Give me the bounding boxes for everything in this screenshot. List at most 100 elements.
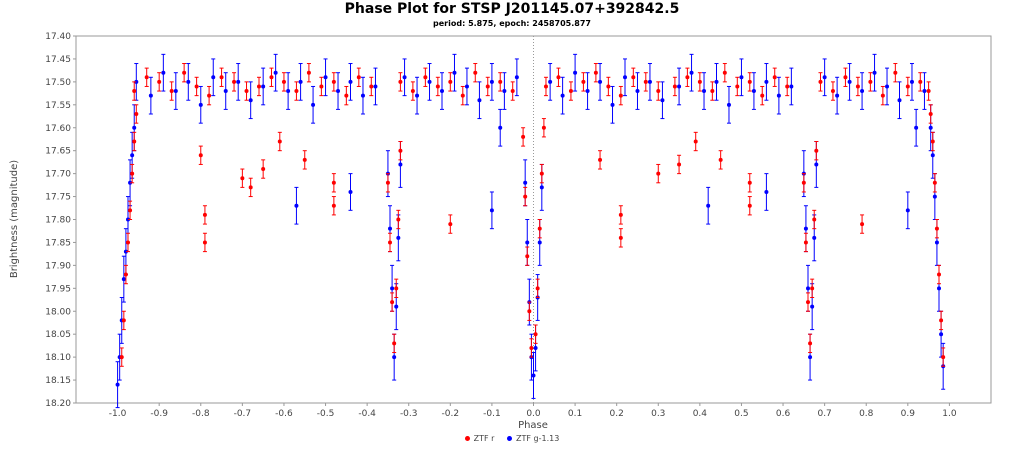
x-tick-label: -0.9: [150, 409, 168, 419]
data-point: [803, 240, 808, 245]
data-point: [656, 171, 661, 176]
data-point: [905, 84, 910, 89]
data-point: [685, 75, 690, 80]
data-point: [396, 235, 401, 240]
data-point: [928, 125, 933, 130]
data-point: [937, 272, 942, 277]
data-point: [905, 208, 910, 213]
data-point: [390, 300, 395, 305]
data-point: [926, 89, 931, 94]
data-point: [128, 180, 133, 185]
data-point: [128, 208, 133, 213]
data-point: [812, 235, 817, 240]
x-tick-label: 0.1: [568, 409, 582, 419]
data-point: [402, 75, 407, 80]
data-point: [119, 355, 124, 360]
data-point: [360, 93, 365, 98]
data-point: [934, 240, 939, 245]
legend-label-r: ZTF r: [473, 434, 495, 443]
data-point: [173, 89, 178, 94]
y-tick-label: 17.70: [45, 170, 71, 180]
data-point: [702, 89, 707, 94]
data-point: [677, 84, 682, 89]
data-point: [885, 84, 890, 89]
data-point: [398, 79, 403, 84]
data-point: [860, 89, 865, 94]
data-point: [240, 176, 245, 181]
data-point: [618, 235, 623, 240]
data-point: [714, 79, 719, 84]
y-axis-label: Brightness (magnitude): [9, 160, 20, 278]
data-point: [211, 75, 216, 80]
data-point: [186, 79, 191, 84]
x-tick-label: -0.5: [317, 409, 335, 419]
data-point: [531, 373, 536, 378]
legend-item-r: ZTF r: [464, 434, 495, 443]
y-tick-label: 17.50: [45, 78, 71, 88]
data-point: [560, 93, 565, 98]
data-point: [448, 222, 453, 227]
data-point: [248, 98, 253, 103]
y-tick-label: 18.15: [45, 376, 71, 386]
data-point: [385, 180, 390, 185]
data-point: [689, 70, 694, 75]
data-point: [169, 89, 174, 94]
data-point: [521, 134, 526, 139]
data-point: [498, 125, 503, 130]
data-point: [121, 318, 126, 323]
data-point: [125, 240, 130, 245]
data-point: [573, 70, 578, 75]
data-point: [808, 355, 813, 360]
data-point: [356, 75, 361, 80]
data-point: [751, 89, 756, 94]
x-tick-label: 0.8: [859, 409, 874, 419]
data-point: [581, 79, 586, 84]
data-point: [398, 162, 403, 167]
data-point: [523, 180, 528, 185]
data-point: [130, 153, 135, 158]
data-point: [677, 162, 682, 167]
data-point: [618, 93, 623, 98]
data-point: [396, 217, 401, 222]
data-point: [803, 226, 808, 231]
data-point: [306, 70, 311, 75]
data-point: [810, 286, 815, 291]
y-axis: 17.40 17.45 17.50 17.55 17.60 17.65 17.70 17.75…: [45, 32, 76, 409]
data-point: [435, 84, 440, 89]
data-point: [394, 286, 399, 291]
series-g: [115, 53, 946, 409]
data-point: [392, 355, 397, 360]
x-axis: -1.0 -0.9 -0.8 -0.7 -0.6 -0.5 -0.4 -0.3 -0.2 -0.1…: [109, 403, 957, 419]
data-point: [198, 102, 203, 107]
data-point: [656, 89, 661, 94]
data-point: [331, 79, 336, 84]
data-point: [323, 75, 328, 80]
data-point: [514, 75, 519, 80]
data-point: [523, 194, 528, 199]
data-point: [539, 185, 544, 190]
data-point: [543, 84, 548, 89]
data-point: [643, 79, 648, 84]
data-point: [194, 84, 199, 89]
data-point: [897, 98, 902, 103]
legend-label-g: ZTF g-1.13: [516, 434, 560, 443]
data-point: [525, 240, 530, 245]
data-point: [388, 226, 393, 231]
x-tick-label: 0.3: [651, 409, 665, 419]
data-point: [261, 84, 266, 89]
chart-subtitle: period: 5.875, epoch: 2458705.877: [433, 19, 591, 28]
series-r: [119, 63, 946, 367]
data-point: [697, 79, 702, 84]
y-tick-label: 17.65: [45, 147, 71, 157]
data-point: [747, 180, 752, 185]
data-point: [261, 167, 266, 172]
data-point: [148, 93, 153, 98]
y-tick-label: 17.45: [45, 55, 71, 65]
data-point: [121, 277, 126, 282]
data-point: [115, 382, 120, 387]
series-layer: [115, 53, 946, 409]
data-point: [843, 75, 848, 80]
data-point: [660, 98, 665, 103]
data-point: [390, 286, 395, 291]
